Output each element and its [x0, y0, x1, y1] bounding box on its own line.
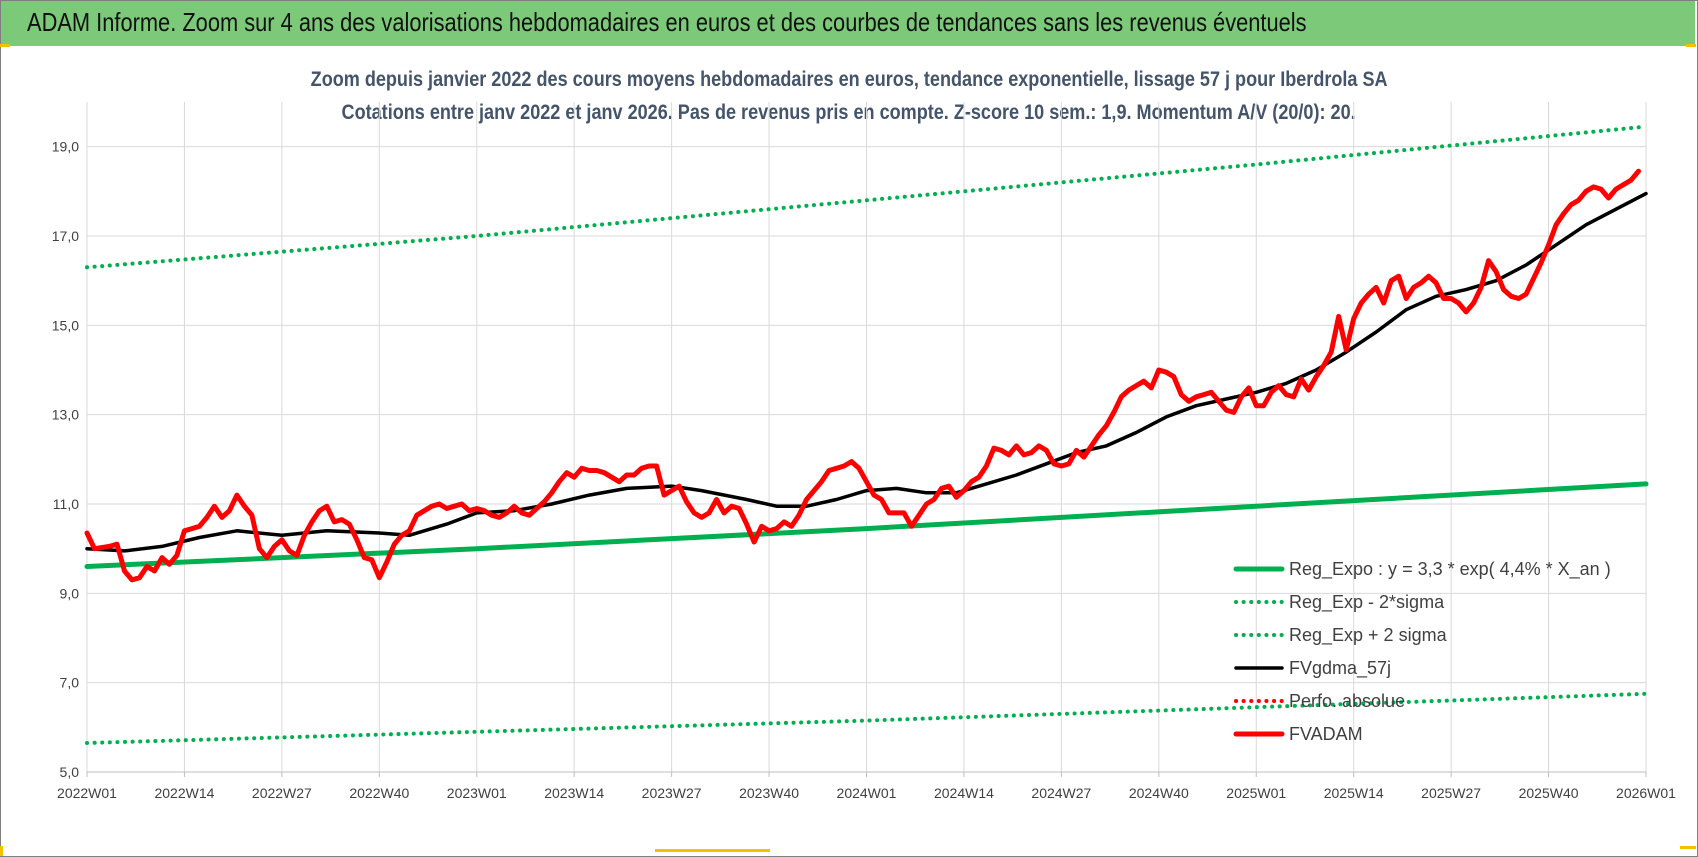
y-tick-label: 15,0 [52, 317, 79, 333]
corner-mark-bottom-right [1680, 846, 1696, 849]
legend: Reg_Expo : y = 3,3 * exp( 4,4% * X_an ) R… [1233, 559, 1611, 744]
legend-label: FVADAM [1289, 724, 1363, 744]
legend-label: Perfo. absolue [1289, 691, 1405, 711]
y-tick-label: 7,0 [60, 675, 80, 691]
x-tick-label: 2023W14 [544, 785, 604, 801]
x-tick-label: 2022W01 [57, 785, 117, 801]
y-tick-label: 5,0 [60, 764, 80, 780]
grid-lines [86, 102, 1647, 773]
x-tick-label: 2025W14 [1324, 785, 1384, 801]
x-tick-label: 2023W01 [447, 785, 507, 801]
x-tick-label: 2025W27 [1421, 785, 1481, 801]
x-tick-label: 2022W40 [349, 785, 409, 801]
bottom-center-mark [655, 849, 770, 852]
y-tick-label: 13,0 [52, 407, 79, 423]
y-tick-label: 9,0 [60, 585, 80, 601]
legend-label: Reg_Expo : y = 3,3 * exp( 4,4% * X_an ) [1289, 559, 1611, 580]
x-tick-label: 2024W40 [1129, 785, 1189, 801]
corner-mark-top-left [0, 44, 10, 47]
y-tick-label: 11,0 [53, 496, 79, 512]
y-tick-label: 17,0 [52, 228, 79, 244]
x-tick-label: 2022W27 [252, 785, 312, 801]
corner-mark-top-right [1686, 44, 1696, 47]
x-tick-label: 2024W27 [1031, 785, 1091, 801]
x-tick-label: 2026W01 [1616, 785, 1676, 801]
x-tick-label: 2024W14 [934, 785, 994, 801]
x-tick-label: 2025W01 [1226, 785, 1286, 801]
y-tick-label: 19,0 [52, 139, 79, 155]
legend-label: FVgdma_57j [1289, 658, 1391, 679]
header-banner: ADAM Informe. Zoom sur 4 ans des valoris… [1, 1, 1695, 46]
x-tick-label: 2025W40 [1519, 785, 1579, 801]
banner-title: ADAM Informe. Zoom sur 4 ans des valoris… [27, 7, 1307, 37]
chart-title: Zoom depuis janvier 2022 des cours moyen… [310, 68, 1388, 91]
series-line-5 [84, 168, 1641, 583]
corner-mark-bottom-left [0, 846, 3, 856]
series-line-0 [84, 481, 1649, 569]
x-tick-label: 2023W40 [739, 785, 799, 801]
y-axis-ticks: 5,0 7,0 9,0 11,0 13,0 15,0 17,0 19,0 [52, 139, 79, 780]
x-axis-ticks: 2022W01 2022W14 2022W27 2022W40 2023W01 2023W… [57, 771, 1676, 801]
legend-label: Reg_Exp - 2*sigma [1289, 592, 1445, 613]
x-tick-label: 2024W01 [837, 785, 897, 801]
x-tick-label: 2023W27 [642, 785, 702, 801]
series-line-2 [85, 124, 1648, 270]
x-tick-label: 2022W14 [154, 785, 214, 801]
series-line-1 [85, 691, 1648, 745]
series-lines [84, 124, 1649, 745]
legend-label: Reg_Exp + 2 sigma [1289, 625, 1448, 646]
chart-subtitle: Cotations entre janv 2022 et janv 2026. … [341, 101, 1357, 124]
